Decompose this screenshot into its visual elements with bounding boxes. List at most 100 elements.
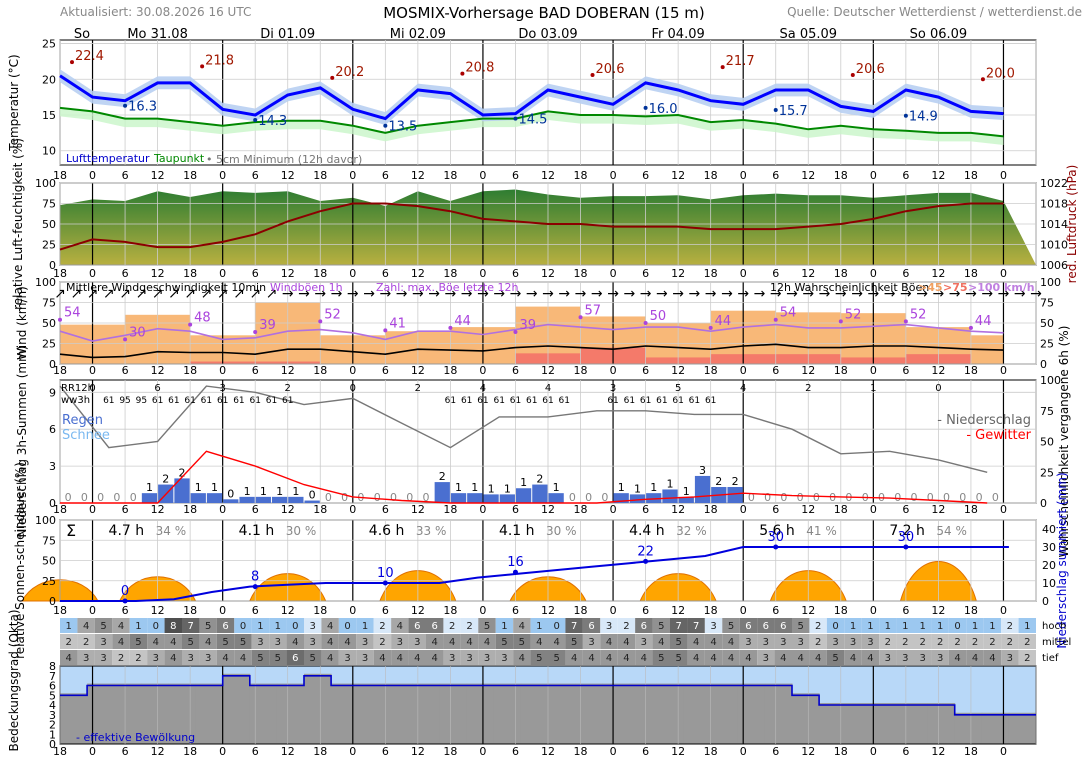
- y2-tick-label: 0: [1042, 595, 1049, 608]
- hour-tick-label: 0: [349, 604, 356, 617]
- wind-arrow-icon: →: [298, 286, 310, 302]
- hour-tick-label: 12: [411, 745, 425, 758]
- hour-tick-label: 6: [512, 604, 519, 617]
- legend-precip: - Niederschlag: [937, 413, 1031, 428]
- wind-arrow-icon: →: [526, 286, 538, 302]
- cloud-cover-bar: [819, 703, 847, 744]
- precip-bar: [255, 496, 271, 503]
- cloud-cell-low: [77, 650, 95, 665]
- hour-tick-label: 0: [89, 604, 96, 617]
- hour-tick-label: 18: [313, 503, 327, 516]
- precip-bar: [662, 489, 678, 503]
- precip-value-label: 0: [601, 491, 608, 504]
- cloud-value-mid: 4: [466, 637, 472, 648]
- cloud-cover-bar: [168, 683, 197, 744]
- wind-arrow-icon: →: [835, 286, 847, 302]
- sigma-label: Σ: [66, 521, 76, 540]
- daily-sunshine-hours: 4.1 h: [499, 523, 535, 539]
- cloud-cell-mid: [77, 634, 95, 649]
- cloud-value-mid: 4: [693, 637, 699, 648]
- hour-tick-label: 12: [151, 364, 165, 377]
- wind-arrow-icon: ↗: [119, 286, 131, 302]
- hour-tick-label: 18: [574, 604, 588, 617]
- y-tick-label: 8: [49, 660, 56, 673]
- y2-axis-label: red. Luftdruck (hPa): [1065, 165, 1079, 284]
- y2-axis-label: Niederschlag summiert (mm): [1055, 472, 1069, 648]
- cloud-cell-mid: [478, 634, 496, 649]
- wind-arrow-icon: →: [998, 286, 1010, 302]
- cloud-value-high: 5: [100, 621, 106, 632]
- wind-arrow-icon: →: [623, 286, 635, 302]
- gust-label: 41: [389, 316, 406, 331]
- cloud-cell-high: [391, 618, 409, 633]
- gust-label: 44: [975, 314, 992, 329]
- hour-tick-label: 18: [574, 364, 588, 377]
- cloud-cell-low: [635, 650, 653, 665]
- cloud-cell-mid: [513, 634, 531, 649]
- cloud-cell-mid: [635, 634, 653, 649]
- cloud-cell-low: [931, 650, 949, 665]
- hour-tick-label: 0: [349, 503, 356, 516]
- ww3h-code: 61: [233, 396, 244, 406]
- cloud-value-low: 4: [972, 653, 978, 664]
- series-effective-cloud: [60, 674, 1036, 716]
- series-pressure: [59, 202, 1004, 251]
- cloud-cell-mid: [896, 634, 914, 649]
- cloud-value-mid: 5: [222, 637, 228, 648]
- cloud-cell-high: [774, 618, 792, 633]
- gust-label: 30: [129, 325, 146, 340]
- cloud-value-low: 4: [606, 653, 612, 664]
- hour-tick-label: 6: [642, 745, 649, 758]
- cloud-value-mid: 2: [1007, 637, 1013, 648]
- hour-tick-label: 0: [740, 169, 747, 182]
- gust-point: [838, 319, 843, 324]
- y-tick-label: 0: [49, 259, 56, 272]
- hour-tick-label: 0: [479, 503, 486, 516]
- daily-sunshine-percent: 32 %: [676, 524, 707, 538]
- cloud-cell-low: [670, 650, 688, 665]
- cloud-value-mid: 3: [397, 637, 403, 648]
- hour-tick-label: 18: [313, 604, 327, 617]
- cloud-cover-bar: [656, 683, 685, 744]
- max-label: 21.7: [726, 54, 755, 69]
- hour-tick-label: 6: [902, 604, 909, 617]
- cloud-cell-mid: [391, 634, 409, 649]
- cloud-value-mid: 2: [1024, 637, 1030, 648]
- hour-tick-label: 6: [122, 169, 129, 182]
- ww3h-code: 61: [672, 396, 683, 406]
- cloud-value-low: 3: [1007, 653, 1013, 664]
- rr12-value: 2: [285, 383, 291, 394]
- cloud-cell-high: [948, 618, 967, 633]
- cloud-cell-high: [460, 618, 479, 633]
- cloud-cell-mid: [408, 634, 426, 649]
- hour-tick-label: 12: [151, 169, 165, 182]
- cloud-value-low: 5: [658, 653, 664, 664]
- precip-value-label: 2: [732, 475, 739, 488]
- cloud-cell-low: [914, 650, 932, 665]
- cloud-value-high: 1: [850, 621, 856, 632]
- cloud-value-mid: 5: [519, 637, 525, 648]
- cum-point: [773, 544, 779, 550]
- cloud-value-mid: 4: [728, 637, 734, 648]
- hour-tick-label: 12: [281, 169, 295, 182]
- cloud-cell-mid: [600, 634, 618, 649]
- hour-tick-label: 0: [870, 745, 877, 758]
- min-label: 14.9: [909, 110, 938, 125]
- hour-tick-label: 0: [610, 267, 617, 280]
- wind-arrow-icon: →: [721, 286, 733, 302]
- hour-tick-label: 0: [479, 604, 486, 617]
- precip-value-label: 0: [325, 491, 332, 504]
- hour-tick-label: 6: [512, 169, 519, 182]
- gust-label: 39: [519, 318, 536, 333]
- ww3h-code: 61: [249, 396, 260, 406]
- cum-label: 8: [251, 570, 259, 585]
- series-cumulative-precip: [60, 546, 1009, 602]
- cloud-value-mid: 2: [83, 637, 89, 648]
- cloud-value-low: 5: [832, 653, 838, 664]
- cloud-cell-mid: [321, 634, 339, 649]
- gust-label: 44: [715, 314, 732, 329]
- y-tick-label: 25: [42, 575, 56, 588]
- daily-sunshine-percent: 41 %: [806, 524, 837, 538]
- ww3h-code: 95: [119, 396, 130, 406]
- cloud-cover-bar: [548, 683, 576, 744]
